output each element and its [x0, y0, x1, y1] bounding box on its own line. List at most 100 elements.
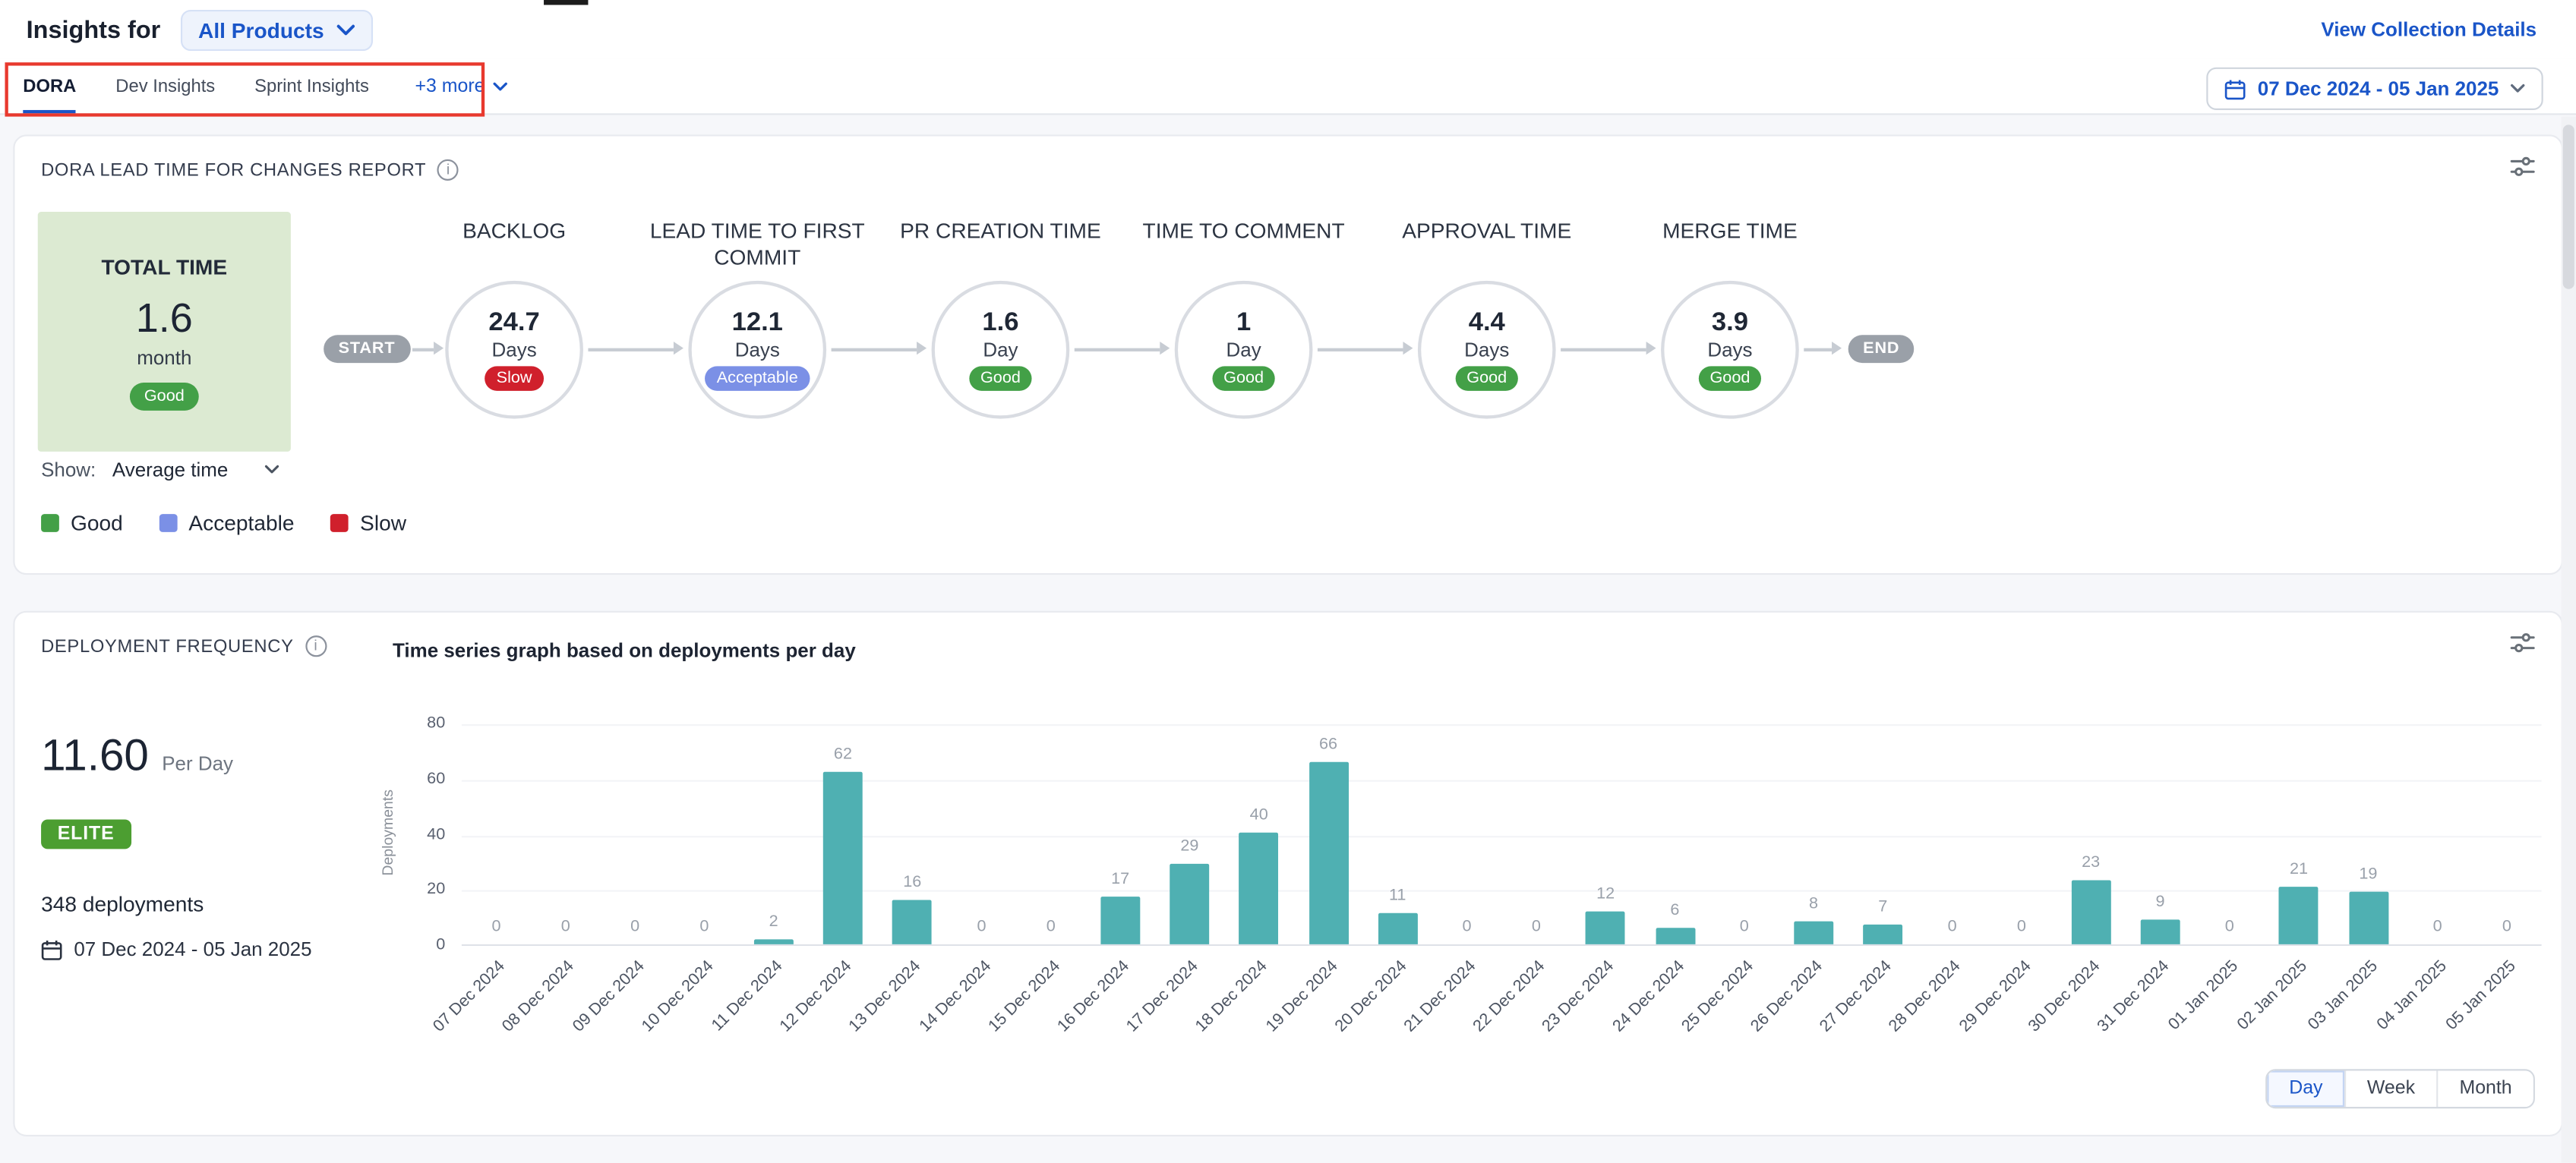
stage-unit: Days: [734, 338, 780, 361]
chevron-down-icon: [493, 81, 508, 90]
flow-arrowhead: [1160, 341, 1170, 355]
show-metric-value: Average time: [112, 458, 229, 481]
chart-settings-button[interactable]: [2510, 156, 2535, 186]
bar-12-dec-2024[interactable]: [823, 771, 863, 944]
bar-value-label: 0: [2016, 918, 2026, 937]
scrollbar-track[interactable]: [2561, 116, 2576, 1163]
deployment-date-range: 07 Dec 2024 - 05 Jan 2025: [41, 938, 312, 961]
stage-label: TIME TO COMMENT: [1142, 218, 1345, 244]
flow-arrow: [1561, 348, 1646, 351]
granularity-month[interactable]: Month: [2436, 1070, 2533, 1108]
info-icon[interactable]: i: [305, 635, 327, 657]
bar-value-label: 16: [903, 873, 922, 892]
bar-value-label: 0: [1046, 918, 1056, 937]
bar-30-dec-2024[interactable]: [2071, 880, 2111, 944]
deployment-card-title: DEPLOYMENT FREQUENCY: [41, 636, 294, 657]
y-tick-label: 20: [427, 881, 446, 899]
stage-unit: Day: [983, 338, 1018, 361]
view-collection-details-link[interactable]: View Collection Details: [2321, 17, 2537, 42]
bar-02-jan-2025[interactable]: [2279, 887, 2319, 944]
stage-status-badge: Good: [1455, 365, 1519, 391]
deployment-rate-value: 11.60: [41, 730, 149, 780]
bar-11-dec-2024[interactable]: [753, 939, 794, 944]
product-selector-dropdown[interactable]: All Products: [180, 8, 374, 50]
stage-unit: Days: [1464, 338, 1510, 361]
stage-unit: Days: [1707, 338, 1753, 361]
total-time-unit: month: [137, 345, 192, 369]
info-icon[interactable]: i: [437, 159, 459, 181]
scrollbar-thumb[interactable]: [2562, 124, 2574, 289]
chart-settings-button[interactable]: [2510, 632, 2535, 662]
bar-27-dec-2024[interactable]: [1863, 924, 1903, 944]
page-title: Insights for: [26, 15, 161, 44]
tab-dev-insights[interactable]: Dev Insights: [115, 59, 215, 113]
stage-label: MERGE TIME: [1662, 218, 1798, 244]
stage-label: APPROVAL TIME: [1402, 218, 1572, 244]
chart-title: Time series graph based on deployments p…: [393, 638, 856, 662]
tab-dora[interactable]: DORA: [23, 59, 77, 114]
show-selector-row: Show: Average time: [41, 459, 279, 481]
bar-value-label: 0: [2224, 918, 2234, 937]
show-metric-dropdown[interactable]: Average time: [112, 459, 279, 481]
flow-arrow: [1074, 348, 1160, 351]
more-tabs-button[interactable]: +3 more: [415, 77, 508, 96]
chevron-down-icon: [337, 24, 355, 35]
gridline: [461, 780, 2542, 782]
gridline: [461, 835, 2542, 837]
bar-value-label: 0: [1947, 918, 1957, 937]
y-tick-label: 0: [436, 936, 446, 954]
bar-23-dec-2024[interactable]: [1586, 911, 1626, 944]
deployment-card-title-row: DEPLOYMENT FREQUENCY i: [41, 635, 327, 657]
bar-value-label: 21: [2290, 860, 2309, 879]
stage-value: 12.1: [731, 309, 783, 337]
tab-bar: DORA Dev Insights Sprint Insights +3 more: [0, 58, 2576, 115]
elite-badge: ELITE: [41, 819, 131, 849]
bar-value-label: 12: [1596, 885, 1615, 903]
total-time-box: TOTAL TIME 1.6 month Good: [37, 212, 291, 452]
dora-lead-time-card: DORA LEAD TIME FOR CHANGES REPORT i TOTA…: [13, 134, 2563, 575]
bar-16-dec-2024[interactable]: [1100, 897, 1141, 944]
bar-value-label: 6: [1670, 901, 1680, 920]
flow-arrowhead: [917, 341, 927, 355]
product-selector-label: All Products: [198, 17, 324, 43]
bar-value-label: 0: [491, 918, 501, 937]
stage-circle: 1 Day Good: [1174, 280, 1313, 419]
date-range-label: 07 Dec 2024 - 05 Jan 2025: [2257, 77, 2499, 100]
bar-value-label: 9: [2155, 893, 2165, 912]
bar-value-label: 17: [1111, 870, 1130, 889]
granularity-day[interactable]: Day: [2268, 1070, 2344, 1108]
bar-31-dec-2024[interactable]: [2140, 919, 2180, 944]
y-tick-label: 40: [427, 825, 446, 843]
flow-arrowhead: [434, 341, 444, 355]
chevron-down-icon: [264, 465, 279, 474]
deployment-rate: 11.60 Per Day: [41, 731, 233, 782]
tab-sprint-insights[interactable]: Sprint Insights: [254, 59, 369, 113]
flow-arrow: [831, 348, 917, 351]
bar-24-dec-2024[interactable]: [1655, 928, 1695, 944]
y-axis-label: Deployments: [379, 789, 396, 876]
date-range-picker[interactable]: 07 Dec 2024 - 05 Jan 2025: [2206, 67, 2543, 110]
bar-value-label: 0: [630, 918, 640, 937]
stage-label: BACKLOG: [462, 218, 567, 244]
legend-label: Good: [71, 510, 123, 536]
bar-20-dec-2024[interactable]: [1378, 912, 1418, 944]
granularity-week[interactable]: Week: [2344, 1070, 2437, 1108]
deployment-bar-chart: 0 07 Dec 2024 0 08 Dec 2024 0 09 Dec 2024 0 10 …: [431, 724, 2542, 1036]
flow-end-pill: END: [1848, 335, 1915, 364]
stage-status-badge: Good: [1211, 365, 1276, 391]
calendar-icon: [41, 939, 62, 960]
bar-03-jan-2025[interactable]: [2348, 891, 2388, 944]
stage-unit: Day: [1226, 338, 1261, 361]
legend-label: Slow: [360, 510, 407, 536]
bar-26-dec-2024[interactable]: [1794, 921, 1833, 944]
bar-19-dec-2024[interactable]: [1309, 761, 1348, 944]
bar-18-dec-2024[interactable]: [1239, 832, 1279, 944]
stage-circle: 24.7 Days Slow: [445, 280, 583, 419]
top-edge-artifact: [544, 0, 589, 5]
stage-status-badge: Acceptable: [705, 365, 810, 391]
status-legend: Good Acceptable Slow: [41, 511, 406, 535]
bar-value-label: 0: [699, 918, 709, 937]
bar-17-dec-2024[interactable]: [1170, 863, 1210, 944]
bar-13-dec-2024[interactable]: [892, 900, 933, 944]
bar-value-label: 0: [1462, 918, 1472, 937]
